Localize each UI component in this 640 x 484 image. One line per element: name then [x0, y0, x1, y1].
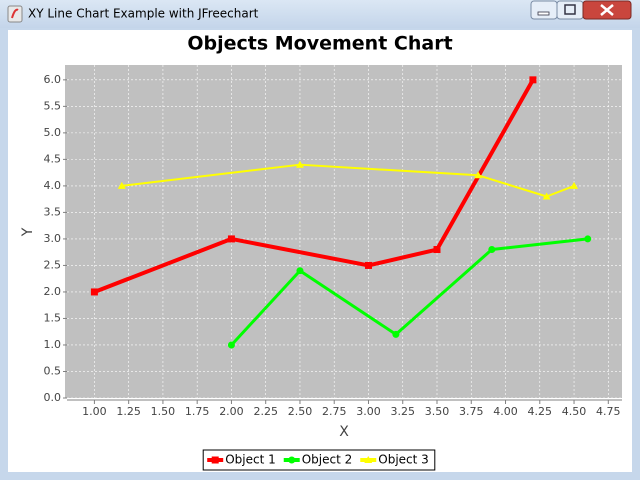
x-tick-label: 1.50: [151, 405, 176, 418]
close-icon: [600, 4, 614, 16]
y-tick-label: 1.0: [44, 338, 62, 351]
app-icon: [7, 5, 23, 23]
x-tick-label: 4.75: [596, 405, 621, 418]
y-tick-label: 4.5: [44, 152, 62, 165]
y-axis-label: Y: [20, 227, 36, 237]
x-tick-label: 2.75: [322, 405, 347, 418]
marker: [584, 235, 592, 243]
chart-title: Objects Movement Chart: [187, 33, 452, 55]
marker: [227, 235, 235, 243]
marker: [90, 288, 98, 296]
x-tick-label: 4.25: [528, 405, 553, 418]
plot-area: [67, 65, 622, 398]
marker: [488, 246, 496, 254]
x-tick-label: 1.75: [185, 405, 210, 418]
legend-box: [202, 449, 436, 471]
marker: [392, 330, 400, 338]
x-tick-label: 1.25: [116, 405, 141, 418]
y-tick-label: 4.0: [44, 179, 62, 192]
marker: [117, 181, 126, 189]
y-tick-label: 6.0: [44, 73, 62, 86]
y-tick-label: 1.5: [44, 311, 62, 324]
x-tick-label: 3.25: [390, 405, 415, 418]
marker: [295, 160, 304, 168]
x-tick-label: 1.00: [82, 405, 107, 418]
x-tick-label: 3.75: [459, 405, 484, 418]
legend-label: Object 1: [225, 453, 276, 467]
maximize-icon: [564, 4, 576, 15]
y-tick-label: 3.5: [44, 205, 62, 218]
marker: [529, 76, 537, 84]
marker: [364, 456, 373, 463]
y-tick-label: 0.0: [44, 391, 62, 404]
legend: Object 1 Object 2 Object 3: [202, 449, 436, 471]
minimize-icon: [537, 11, 550, 16]
marker: [570, 181, 579, 189]
legend-label: Object 3: [378, 453, 429, 467]
y-tick-label: 0.5: [44, 364, 62, 377]
app-icon-glyph: [11, 8, 19, 19]
marker: [433, 246, 441, 254]
y-tick-label: 5.0: [44, 126, 62, 139]
y-tick-label: 3.0: [44, 232, 62, 245]
x-tick-label: 3.00: [356, 405, 381, 418]
y-tick-label: 5.5: [44, 99, 62, 112]
x-tick-label: 2.00: [219, 405, 244, 418]
marker: [474, 171, 483, 179]
marker: [288, 456, 296, 464]
x-tick-label: 2.50: [288, 405, 313, 418]
legend-label: Object 2: [302, 453, 353, 467]
marker: [227, 341, 235, 349]
x-tick-label: 4.50: [562, 405, 587, 418]
x-tick-label: 4.00: [493, 405, 518, 418]
y-tick-label: 2.5: [44, 258, 62, 271]
x-axis-label: X: [339, 424, 349, 440]
marker: [211, 456, 219, 464]
marker: [296, 267, 304, 275]
maximize-button[interactable]: [556, 0, 584, 20]
window-title: XY Line Chart Example with JFreechart: [28, 7, 259, 21]
marker: [542, 192, 551, 200]
minimize-button[interactable]: [530, 0, 558, 20]
x-tick-label: 2.25: [253, 405, 278, 418]
y-tick-label: 2.0: [44, 285, 62, 298]
marker: [364, 261, 372, 269]
x-tick-label: 3.50: [425, 405, 450, 418]
